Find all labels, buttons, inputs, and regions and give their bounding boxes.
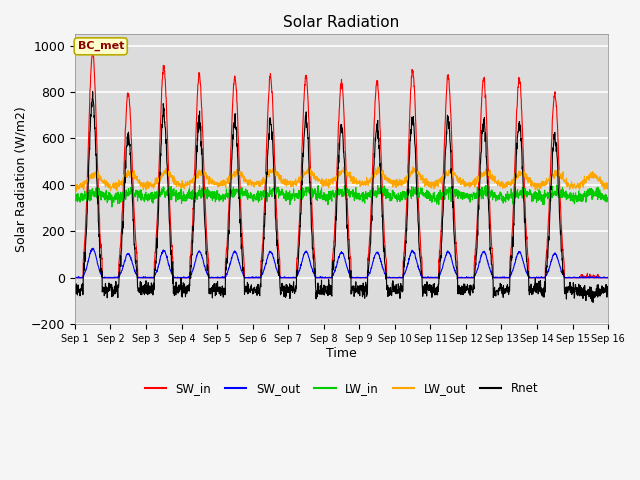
SW_in (220, 275, 228, 281)
LW_in (572, 195, 580, 201)
LW_out (220, 180, 228, 185)
SW_out (604, 275, 612, 281)
SW_out (357, 275, 365, 280)
LW_in (604, 195, 612, 201)
Text: BC_met: BC_met (77, 41, 124, 51)
LW_in (357, 192, 365, 198)
SW_in (71, 275, 79, 281)
Rnet (604, 289, 612, 295)
LW_out (72, 188, 80, 194)
SW_out (497, 275, 504, 280)
Line: SW_in: SW_in (75, 50, 608, 278)
Line: LW_out: LW_out (75, 167, 608, 191)
LW_out (357, 181, 365, 187)
Rnet (589, 300, 597, 305)
LW_in (220, 192, 228, 198)
SW_out (572, 275, 580, 281)
Line: SW_out: SW_out (75, 248, 608, 278)
Rnet (71, 290, 79, 296)
SW_in (357, 275, 365, 281)
SW_in (497, 275, 504, 281)
Rnet (497, 280, 504, 286)
Line: LW_in: LW_in (75, 185, 608, 207)
SW_out (369, 262, 376, 267)
LW_out (557, 174, 565, 180)
Rnet (357, 284, 365, 290)
Rnet (220, 286, 228, 292)
Rnet (557, 240, 565, 246)
LW_out (71, 182, 79, 188)
LW_out (604, 180, 612, 186)
X-axis label: Time: Time (326, 347, 357, 360)
SW_in (90, 48, 97, 53)
SW_out (90, 245, 97, 251)
LW_out (369, 172, 376, 178)
LW_in (557, 194, 565, 200)
LW_out (497, 183, 504, 189)
Line: Rnet: Rnet (75, 92, 608, 302)
SW_out (220, 275, 228, 280)
SW_in (557, 215, 565, 221)
SW_in (572, 275, 580, 281)
SW_in (369, 171, 376, 177)
Legend: SW_in, SW_out, LW_in, LW_out, Rnet: SW_in, SW_out, LW_in, LW_out, Rnet (140, 377, 543, 399)
LW_in (553, 182, 561, 188)
LW_in (369, 190, 376, 196)
Rnet (572, 287, 580, 292)
Rnet (89, 89, 97, 95)
Rnet (369, 201, 376, 207)
LW_out (572, 185, 580, 191)
Y-axis label: Solar Radiation (W/m2): Solar Radiation (W/m2) (15, 106, 28, 252)
Title: Solar Radiation: Solar Radiation (284, 15, 399, 30)
LW_in (108, 204, 116, 210)
SW_in (604, 275, 612, 281)
SW_out (557, 268, 565, 274)
LW_in (497, 189, 504, 195)
LW_in (71, 197, 79, 203)
LW_out (374, 164, 382, 170)
SW_out (71, 275, 79, 281)
